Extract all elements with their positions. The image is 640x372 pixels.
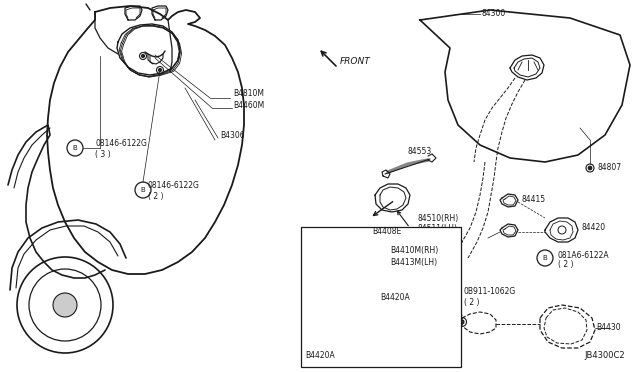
Text: B: B [72, 145, 77, 151]
Text: 84300: 84300 [482, 10, 506, 19]
Text: 081A6-6122A: 081A6-6122A [558, 251, 610, 260]
Text: ( 3 ): ( 3 ) [95, 151, 111, 160]
Text: JB4300C2: JB4300C2 [584, 351, 625, 360]
Text: B: B [543, 255, 547, 261]
Circle shape [159, 68, 161, 71]
Text: 84415: 84415 [522, 196, 546, 205]
Text: B4430: B4430 [596, 324, 621, 333]
Text: 84807: 84807 [432, 244, 456, 253]
Text: B4408E: B4408E [372, 228, 401, 237]
Circle shape [53, 293, 77, 317]
Text: ( 2 ): ( 2 ) [148, 192, 163, 202]
Text: B4460M: B4460M [233, 100, 264, 109]
Text: B4410M(RH): B4410M(RH) [390, 246, 438, 254]
Text: B: B [141, 187, 145, 193]
Text: 84510(RH): 84510(RH) [418, 214, 460, 222]
Text: 08146-6122G: 08146-6122G [148, 182, 200, 190]
Circle shape [460, 320, 464, 324]
Text: B4413M(LH): B4413M(LH) [390, 257, 437, 266]
Text: N: N [449, 292, 454, 298]
Text: B4810M: B4810M [233, 90, 264, 99]
Text: FRONT: FRONT [340, 58, 371, 67]
Text: B4420A: B4420A [380, 294, 410, 302]
Text: 84807: 84807 [598, 164, 622, 173]
Text: 84553: 84553 [408, 148, 432, 157]
Circle shape [421, 246, 425, 250]
Text: 08146-6122G: 08146-6122G [95, 140, 147, 148]
Text: ( 2 ): ( 2 ) [464, 298, 479, 307]
Text: 0B911-1062G: 0B911-1062G [464, 288, 516, 296]
Text: B4306: B4306 [220, 131, 244, 140]
Circle shape [588, 166, 592, 170]
Text: 84511(LH): 84511(LH) [418, 224, 458, 232]
FancyBboxPatch shape [301, 227, 461, 367]
Text: 84415: 84415 [440, 237, 464, 247]
Text: 84420: 84420 [582, 224, 606, 232]
Text: ( 2 ): ( 2 ) [558, 260, 573, 269]
Text: B4420A: B4420A [305, 352, 335, 360]
Circle shape [141, 55, 145, 58]
